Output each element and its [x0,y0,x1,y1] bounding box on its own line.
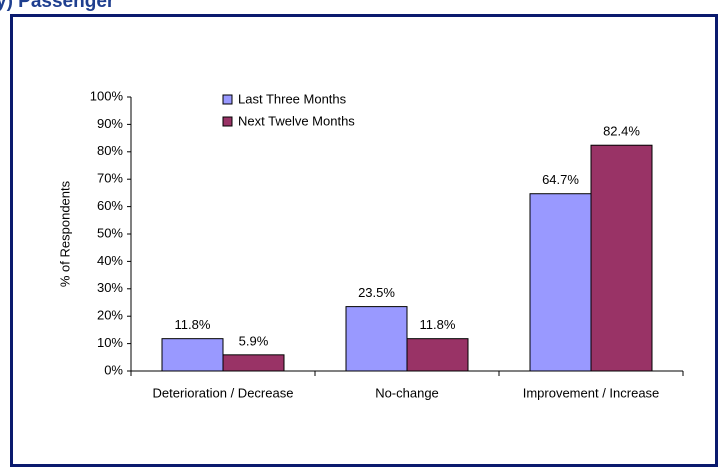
y-tick-label: 100% [90,88,124,103]
y-tick-label: 80% [97,143,123,158]
y-tick-label: 90% [97,116,123,131]
bar [406,338,469,372]
legend-label: Next Twelve Months [238,113,355,128]
y-tick-label: 0% [104,362,123,377]
value-label: 5.9% [239,333,269,348]
y-tick-label: 10% [97,335,123,350]
value-label: 64.7% [542,172,579,187]
legend-label: Last Three Months [238,91,347,106]
value-label: 11.8% [175,317,211,332]
x-tick-label: Improvement / Increase [523,385,660,400]
chart-title: y) Passenger [0,0,115,12]
y-tick-label: 70% [97,171,123,186]
value-label: 11.8% [420,317,456,332]
y-tick-label: 30% [97,280,123,295]
y-tick-label: 60% [97,198,123,213]
legend-swatch [222,116,233,127]
x-tick-label: Deterioration / Decrease [153,385,294,400]
bar [345,306,408,372]
bar [161,338,224,372]
bar [590,144,653,372]
bar [222,354,285,372]
x-tick-label: No-change [375,385,439,400]
value-label: 82.4% [603,124,640,139]
y-axis-label: % of Respondents [57,180,72,287]
bar [529,193,592,372]
legend-swatch [222,94,233,105]
y-tick-label: 40% [97,253,123,268]
y-tick-label: 20% [97,308,123,323]
value-label: 23.5% [358,285,395,300]
y-tick-label: 50% [97,225,123,240]
